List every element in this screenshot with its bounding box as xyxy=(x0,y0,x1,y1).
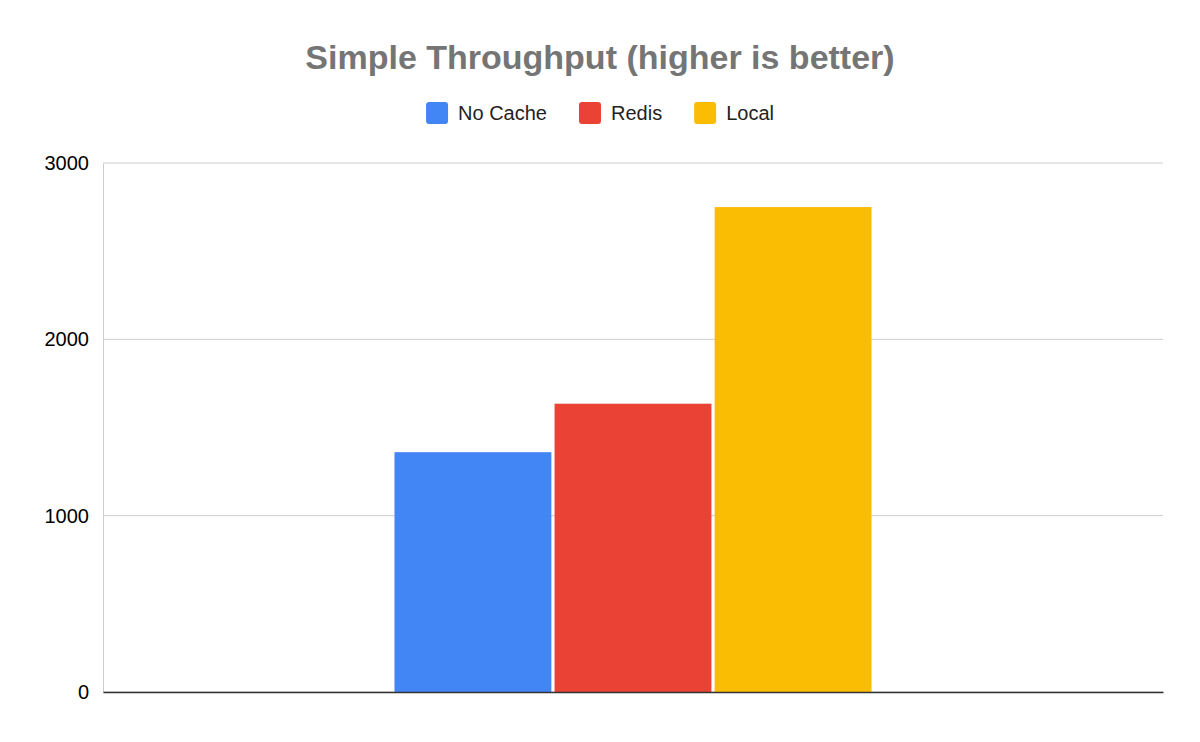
x-axis xyxy=(104,692,1164,694)
y-axis-line xyxy=(103,164,104,693)
chart: 0 1000 2000 3000 Simple Throughput (higher i… xyxy=(0,0,1200,742)
y-tick: 0 xyxy=(78,681,103,703)
bar xyxy=(715,207,872,692)
legend-swatch xyxy=(694,102,716,124)
bar xyxy=(555,404,712,692)
legend-swatch xyxy=(426,102,448,124)
y-tick-label: 0 xyxy=(78,681,89,703)
grid xyxy=(103,163,1163,692)
y-tick: 3000 xyxy=(45,152,104,174)
legend-label: Local xyxy=(726,102,774,124)
legend-label: Redis xyxy=(611,102,662,124)
y-tick-label: 3000 xyxy=(45,152,90,174)
grid-line xyxy=(103,339,1163,340)
y-tick: 1000 xyxy=(45,505,104,527)
bar xyxy=(395,452,552,692)
x-axis-line xyxy=(104,692,1164,694)
y-tick-label: 2000 xyxy=(45,328,90,350)
legend-swatch xyxy=(579,102,601,124)
grid-line xyxy=(103,163,1163,164)
bars xyxy=(395,207,872,692)
legend: No Cache Redis Local xyxy=(426,102,774,124)
y-tick-label: 1000 xyxy=(45,505,90,527)
legend-item: Local xyxy=(694,102,774,124)
plot: 0 1000 2000 3000 xyxy=(45,152,1164,703)
y-axis: 0 1000 2000 3000 xyxy=(45,152,104,703)
y-tick: 2000 xyxy=(45,328,104,350)
title: Simple Throughput (higher is better) xyxy=(305,38,894,76)
legend-item: Redis xyxy=(579,102,662,124)
legend-item: No Cache xyxy=(426,102,547,124)
legend-label: No Cache xyxy=(458,102,547,124)
